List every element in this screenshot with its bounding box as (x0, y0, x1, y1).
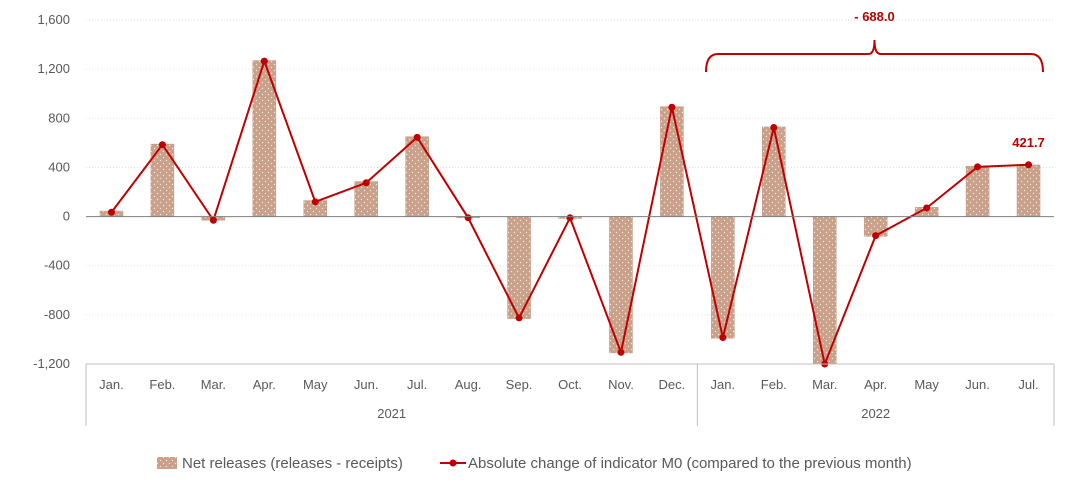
line-point (719, 334, 727, 342)
line-point (923, 204, 931, 212)
x-tick-label: Feb. (761, 377, 787, 392)
x-tick-label: Aug. (455, 377, 482, 392)
x-tick-label: Mar. (812, 377, 837, 392)
line-series (107, 57, 1033, 368)
y-tick-label: -1,200 (33, 356, 70, 371)
line-point (464, 214, 472, 222)
line-point (158, 141, 166, 149)
bar (1016, 164, 1041, 217)
x-tick-label: Oct. (558, 377, 582, 392)
line-point (617, 348, 625, 356)
line-point (770, 124, 778, 131)
axes: Jan. Feb. Mar. Apr. May Jun. Jul. Aug. Sep. Oct. N… (85, 216, 1055, 426)
series-line (110, 58, 1029, 368)
line-point (107, 208, 115, 216)
x-tick-label: Jun. (965, 377, 990, 392)
legend-bar-label: Net releases (releases - receipts) (182, 455, 403, 472)
x-tick-label: Apr. (253, 377, 276, 392)
bar-series (99, 60, 1041, 365)
legend-line-label: Absolute change of indicator M0 (compare… (468, 455, 912, 472)
line-point (974, 163, 982, 171)
line-point (362, 179, 370, 187)
y-tick-label: 0 (63, 209, 70, 224)
year-group-label: 2022 (861, 406, 890, 421)
bracket (705, 39, 1044, 73)
bar (660, 106, 684, 217)
x-tick-label: Sep. (506, 377, 533, 392)
bar (711, 216, 735, 339)
annotations: - 688.0 421.7 (705, 9, 1045, 150)
x-tick-label: May (914, 377, 939, 392)
x-tick-label: Jan. (711, 377, 736, 392)
line-point (209, 216, 217, 224)
line-point (668, 103, 676, 111)
x-tick-label: Feb. (149, 377, 175, 392)
y-tick-label: 1,200 (37, 61, 70, 76)
bracket-label: - 688.0 (854, 9, 894, 24)
last-point-label: 421.7 (1012, 135, 1045, 150)
legend-line-marker (449, 459, 457, 467)
y-tick-label: 800 (48, 110, 70, 125)
line-point (311, 198, 319, 206)
line-point (260, 57, 268, 65)
x-tick-label: Dec. (659, 377, 686, 392)
y-tick-label: -800 (44, 307, 70, 322)
x-tick-label: May (303, 377, 328, 392)
y-tick-label: -400 (44, 258, 70, 273)
x-tick-label: Nov. (608, 377, 634, 392)
line-point (566, 214, 574, 222)
line-point (413, 133, 421, 141)
legend-bar-swatch (157, 457, 177, 469)
x-tick-label: Jun. (354, 377, 379, 392)
x-tick-label: Jul. (1018, 377, 1038, 392)
x-tick-label: Apr. (864, 377, 887, 392)
x-tick-label: Mar. (201, 377, 226, 392)
line-point (1025, 161, 1033, 169)
y-tick-label: 1,600 (37, 12, 70, 27)
legend: Net releases (releases - receipts) Absolu… (157, 455, 912, 472)
x-tick-label: Jul. (407, 377, 427, 392)
bar (762, 126, 786, 217)
gridlines: 1,600 1,200 800 400 0 -400 -800 -1,200 (33, 12, 1054, 371)
line-point (515, 314, 523, 322)
y-tick-label: 400 (48, 159, 70, 174)
x-tick-label: Jan. (99, 377, 124, 392)
year-group-label: 2021 (377, 406, 406, 421)
line-point (872, 232, 880, 240)
